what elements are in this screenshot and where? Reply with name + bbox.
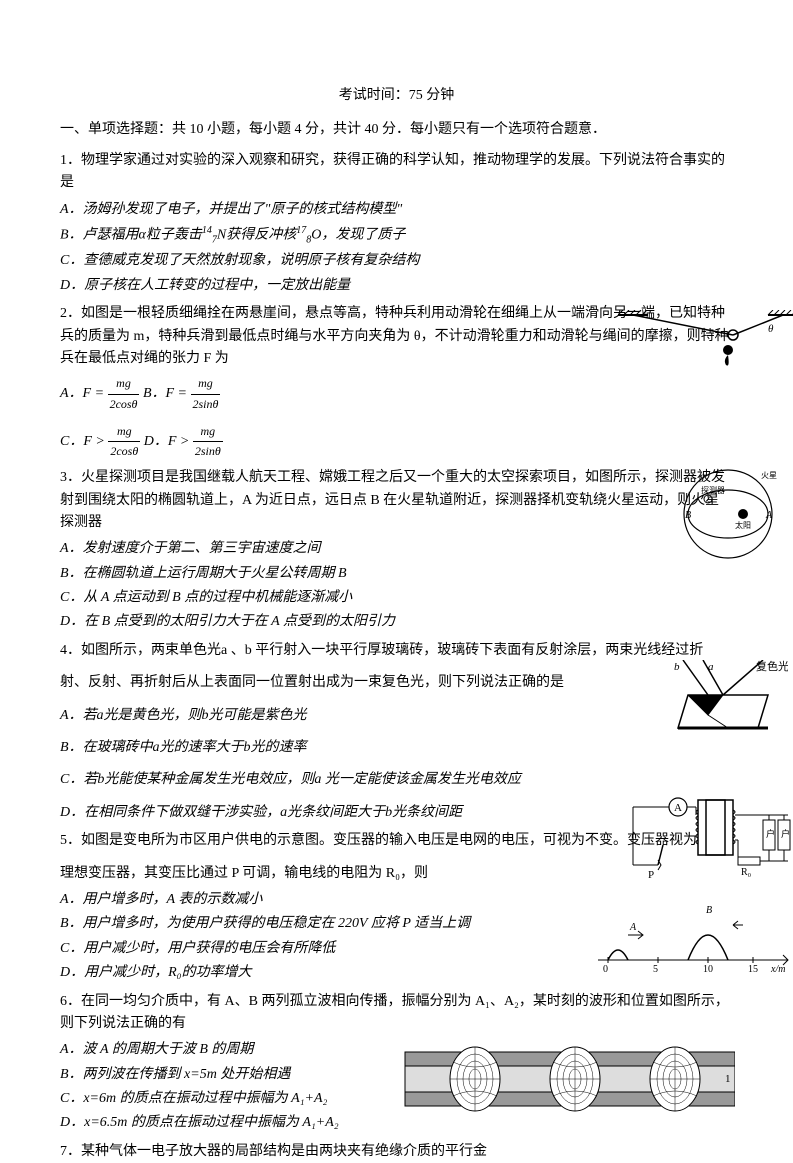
svg-text:B: B [706, 905, 712, 916]
q4-stem: 4．如图所示，两束单色光a 、b 平行射入一块平行厚玻璃砖，玻璃砖下表面有反射涂… [60, 640, 733, 662]
q2c-num: mg [108, 422, 140, 442]
q3-opt-d: D．在 B 点受到的太阳引力大于在 A 点受到的太阳引力 [60, 611, 733, 633]
q1b-mid: 获得反冲核 [226, 228, 296, 243]
q2b-num: mg [191, 374, 221, 394]
section-intro: 一、单项选择题：共 10 小题，每小题 4 分，共计 40 分．每小题只有一个选… [60, 119, 733, 141]
svg-text:户: 户 [781, 828, 790, 839]
svg-text:a: a [708, 661, 714, 673]
svg-text:探测器: 探测器 [701, 485, 725, 495]
q4-opt-b: B．在玻璃砖中a光的速率大于b光的速率 [60, 737, 733, 759]
svg-text:A: A [765, 510, 773, 521]
q4-stem2: 射、反射、再折射后从上表面同一位置射出成为一束复色光，则下列说法正确的是 [60, 672, 733, 694]
figure-prism: b a 复色光 [668, 660, 788, 730]
q1-opt-a: A．汤姆孙发现了电子，并提出了"原子的核式结构模型" [60, 199, 733, 221]
svg-text:15: 15 [748, 964, 758, 975]
q2c-label: C．F > [60, 434, 105, 449]
svg-text:5: 5 [653, 964, 658, 975]
figure-device: 1 [55, 1042, 793, 1122]
q1-stem: 1．物理学家通过对实验的深入观察和研究，获得正确的科学认知，推动物理学的发展。下… [60, 150, 733, 195]
q2c-den: 2cosθ [108, 442, 140, 461]
svg-text:10: 10 [703, 964, 713, 975]
q3-opt-b: B．在椭圆轨道上运行周期大于火星公转周期 B [60, 563, 733, 585]
q4-opt-c: C．若b光能使某种金属发生光电效应，则a 光一定能使该金属发生光电效应 [60, 769, 733, 791]
exam-time: 考试时间：75 分钟 [60, 85, 733, 107]
q2b-label: B．F = [143, 386, 187, 401]
svg-text:x/m: x/m [770, 964, 785, 975]
svg-text:户: 户 [766, 828, 775, 839]
svg-text:A: A [674, 802, 682, 814]
svg-text:0: 0 [603, 964, 608, 975]
svg-text:1: 1 [725, 1073, 731, 1085]
q1-opt-c: C．查德威克发现了天然放射现象，说明原子核有复杂结构 [60, 250, 733, 272]
q3-opt-a: A．发射速度介于第二、第三宇宙速度之间 [60, 538, 733, 560]
q4-opt-a: A．若a光是黄色光，则b光可能是紫色光 [60, 705, 733, 727]
svg-text:火星: 火星 [761, 471, 777, 480]
question-1: 1．物理学家通过对实验的深入观察和研究，获得正确的科学认知，推动物理学的发展。下… [60, 150, 733, 297]
q2a-num: mg [108, 374, 140, 394]
figure-orbit: 探测器 太阳 A B 火星 [673, 466, 783, 561]
q1b-post: ，发现了质子 [321, 228, 405, 243]
svg-text:B: B [685, 510, 691, 521]
q1-opt-d: D．原子核在人工转变的过程中，一定放出能量 [60, 275, 733, 297]
q3-opt-c: C．从 A 点运动到 B 点的过程中机械能逐渐减小 [60, 587, 733, 609]
svg-text:R₀: R₀ [741, 867, 752, 878]
q2d-den: 2sinθ [193, 442, 223, 461]
figure-wave: A B 0 5 10 15 x/m [593, 905, 793, 975]
q3-stem: 3．火星探测项目是我国继载人航天工程、嫦娥工程之后又一个重大的太空探索项目，如图… [60, 467, 733, 534]
q2d-num: mg [193, 422, 223, 442]
q7-stem: 7．某种气体一电子放大器的局部结构是由两块夹有绝缘介质的平行金 [60, 1141, 733, 1163]
svg-text:A: A [629, 922, 637, 933]
q2a-label: A．F = [60, 386, 104, 401]
question-3: 3．火星探测项目是我国继载人航天工程、嫦娥工程之后又一个重大的太空探索项目，如图… [60, 467, 733, 634]
figure-transformer: A P R₀ 户 户 [628, 795, 793, 880]
figure-pulley: θ [618, 310, 793, 370]
svg-text:太阳: 太阳 [735, 520, 751, 530]
q1-opt-b: B．卢瑟福用α粒子轰击147N获得反冲核178O，发现了质子 [60, 223, 733, 248]
q2-opts-ab: A．F = mg2cosθ B．F = mg2sinθ [60, 374, 733, 413]
svg-text:P: P [648, 869, 654, 880]
svg-text:b: b [674, 661, 680, 673]
q1b-pre: B．卢瑟福用α粒子轰击 [60, 228, 202, 243]
q2-opts-cd: C．F > mg2cosθ D．F > mg2sinθ [60, 422, 733, 461]
q2b-den: 2sinθ [191, 395, 221, 414]
svg-text:复色光: 复色光 [756, 660, 788, 673]
q6-stem: 6．在同一均匀介质中，有 A、B 两列孤立波相向传播，振幅分别为 A₁、A₂，某… [60, 991, 733, 1036]
pulley-theta: θ [768, 323, 774, 335]
q2d-label: D．F > [144, 434, 190, 449]
q2a-den: 2cosθ [108, 395, 140, 414]
question-7: 7．某种气体一电子放大器的局部结构是由两块夹有绝缘介质的平行金 [60, 1141, 733, 1163]
